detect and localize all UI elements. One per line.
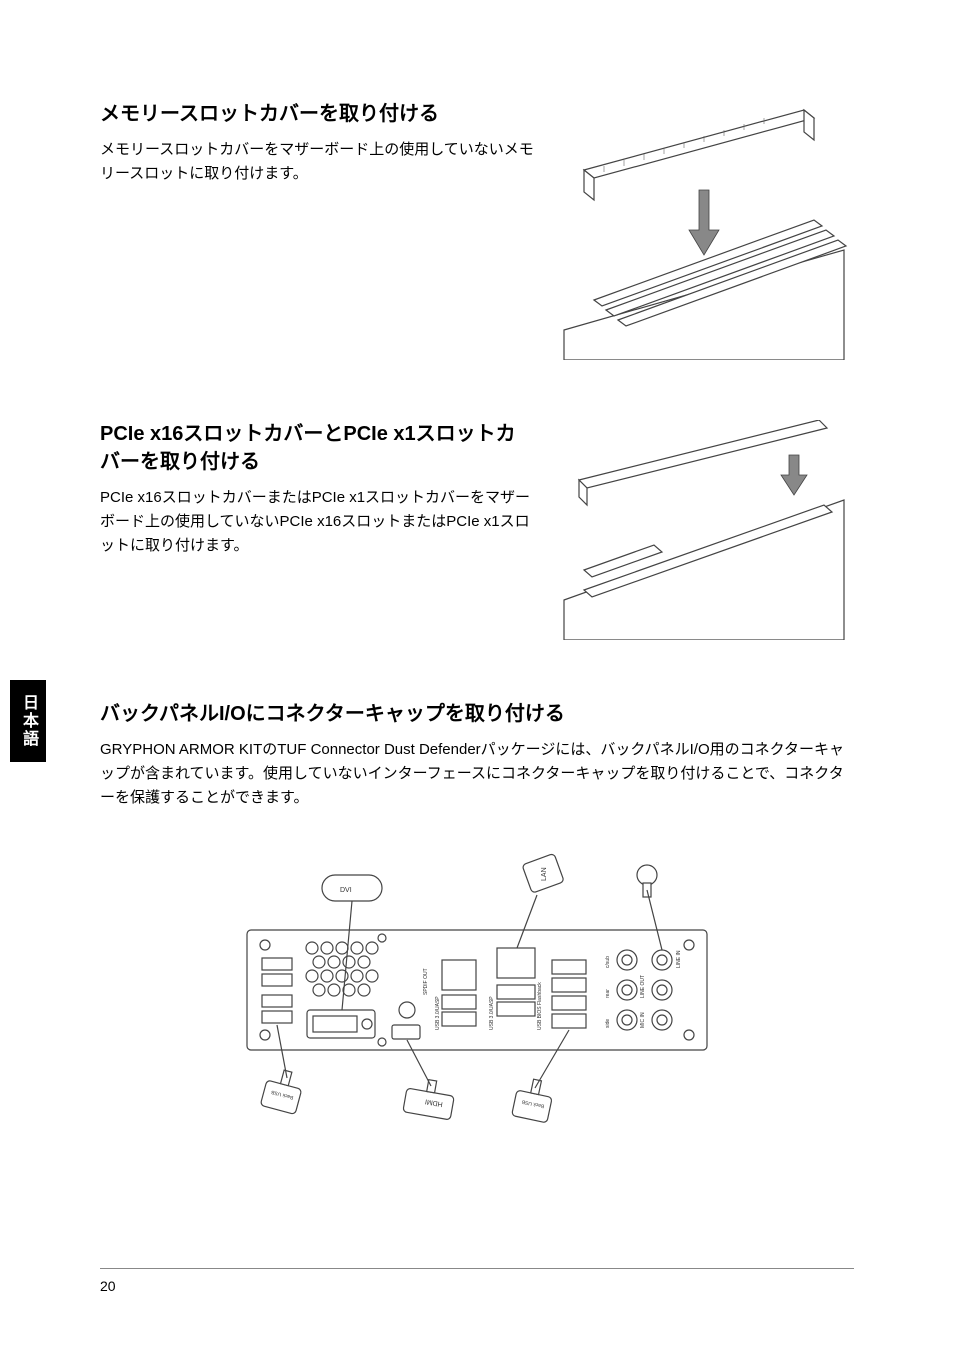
section-pcie: PCIe x16スロットカバーとPCIe x1スロットカバーを取り付ける PCI… [100, 420, 854, 640]
pcie-body: PCIe x16スロットカバーまたはPCIe x1スロットカバーをマザーボード上… [100, 486, 534, 558]
io-linein-label: LINE IN [676, 950, 682, 968]
memory-text-column: メモリースロットカバーを取り付ける メモリースロットカバーをマザーボード上の使用… [100, 100, 534, 186]
pcie-heading: PCIe x16スロットカバーとPCIe x1スロットカバーを取り付ける [100, 420, 534, 476]
io-usbbios-label: USB BIOS Flashback [537, 982, 543, 1030]
footer-rule [100, 1268, 854, 1269]
io-rear-label: rear [605, 989, 611, 998]
io-body: GRYPHON ARMOR KITのTUF Connector Dust Def… [100, 738, 854, 810]
io-lan-cap-label: LAN [541, 867, 548, 881]
pcie-illustration [554, 420, 854, 640]
io-heading: バックパネルI/Oにコネクターキャップを取り付ける [100, 700, 854, 728]
section-io: バックパネルI/Oにコネクターキャップを取り付ける GRYPHON ARMOR … [100, 700, 854, 1150]
io-usb30a-label: USB 3.0/UASP [435, 996, 441, 1030]
pcie-text-column: PCIe x16スロットカバーとPCIe x1スロットカバーを取り付ける PCI… [100, 420, 534, 558]
io-dvi-cap-label: DVI [340, 887, 352, 894]
io-side-label: side [605, 1019, 611, 1028]
section-memory: メモリースロットカバーを取り付ける メモリースロットカバーをマザーボード上の使用… [100, 100, 854, 360]
memory-heading: メモリースロットカバーを取り付ける [100, 100, 534, 128]
io-illustration: SPDIF OUT USB 3.0/UASP USB 3.0/UASP USB … [217, 830, 737, 1150]
page-content: メモリースロットカバーを取り付ける メモリースロットカバーをマザーボード上の使用… [0, 0, 954, 1354]
page-number: 20 [100, 1278, 116, 1294]
io-lineout-label: LINE OUT [640, 975, 646, 998]
io-spdif-label: SPDIF OUT [423, 968, 429, 995]
memory-body: メモリースロットカバーをマザーボード上の使用していないメモリースロットに取り付け… [100, 138, 534, 186]
memory-illustration [554, 100, 854, 360]
io-csub-label: c/sub [605, 956, 611, 968]
io-micin-label: MIC IN [640, 1012, 646, 1028]
io-usb30b-label: USB 3.0/UASP [489, 996, 495, 1030]
